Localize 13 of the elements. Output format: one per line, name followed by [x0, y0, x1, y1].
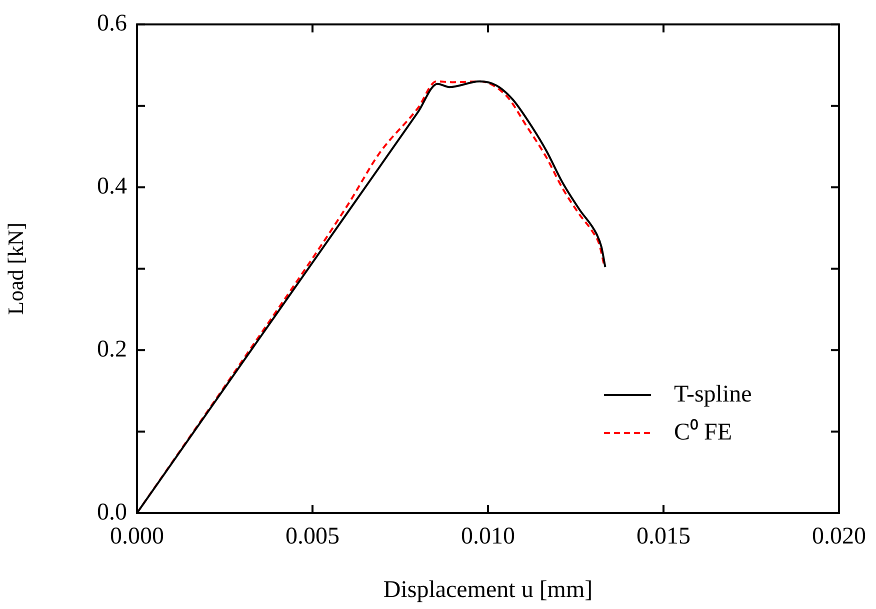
x-tick-label: 0.015 — [636, 524, 690, 550]
y-axis-title: Load [kN] — [2, 222, 28, 315]
x-axis-title: Displacement u [mm] — [383, 576, 593, 603]
x-tick-label: 0.000 — [110, 524, 164, 550]
x-tick-label: 0.020 — [812, 524, 866, 550]
y-tick-label: 0.4 — [97, 174, 127, 200]
y-tick-label: 0.0 — [97, 499, 127, 526]
x-tick-label: 0.010 — [461, 524, 515, 550]
legend-label: C⁰ FE — [674, 418, 732, 446]
x-tick-label: 0.005 — [286, 524, 340, 550]
y-tick-label: 0.6 — [97, 10, 127, 37]
y-tick-label: 0.2 — [97, 336, 127, 362]
legend-label: T-spline — [674, 381, 752, 408]
